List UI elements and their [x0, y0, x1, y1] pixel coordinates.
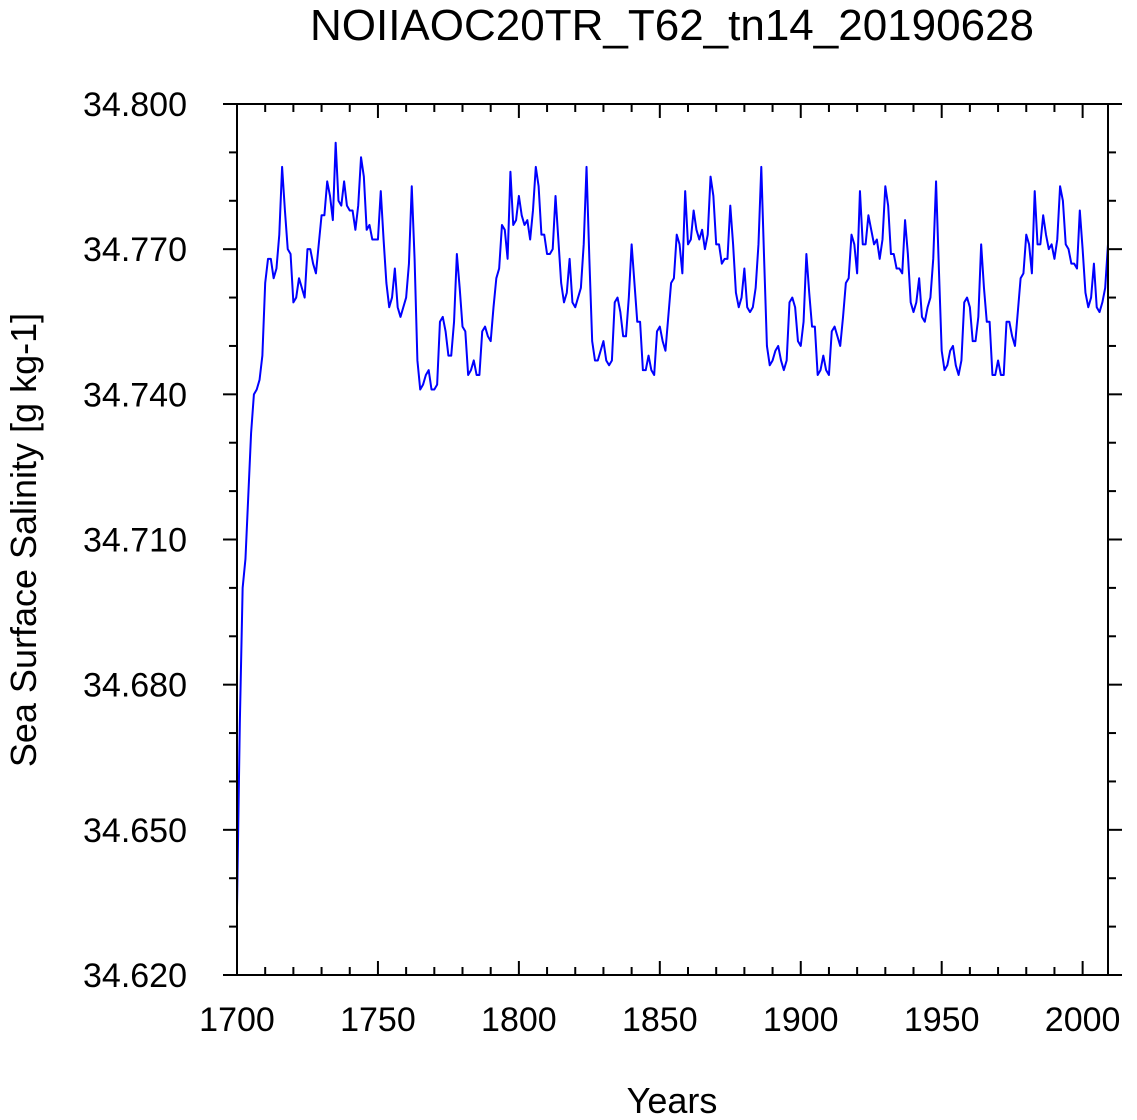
y-tick-label: 34.680	[83, 667, 187, 705]
x-tick-label: 1900	[763, 1001, 839, 1039]
y-tick-label: 34.770	[83, 231, 187, 269]
y-axis-label: Sea Surface Salinity [g kg-1]	[3, 313, 44, 767]
x-tick-label: 1850	[622, 1001, 698, 1039]
y-tick-label: 34.740	[83, 376, 187, 414]
y-tick-label: 34.710	[83, 522, 187, 560]
x-tick-label: 1700	[199, 1001, 275, 1039]
plot-frame	[236, 103, 1109, 976]
x-tick-label: 1950	[904, 1001, 980, 1039]
x-axis-label: Years	[627, 1080, 718, 1120]
x-tick-label: 2000	[1045, 1001, 1121, 1039]
y-tick-label: 34.800	[83, 86, 187, 124]
series-layer	[236, 141, 1109, 908]
x-tick-label: 1800	[481, 1001, 557, 1039]
x-tick-label: 1750	[340, 1001, 416, 1039]
y-tick-label: 34.620	[83, 957, 187, 995]
y-tick-label: 34.650	[83, 812, 187, 850]
chart-title: NOIIAOC20TR_T62_tn14_20190628	[310, 1, 1034, 50]
ticks-layer: 1700 1750 1800 1850 1900 1950 2000 34.620 34.650…	[83, 86, 1122, 1039]
series-line	[236, 141, 1109, 908]
